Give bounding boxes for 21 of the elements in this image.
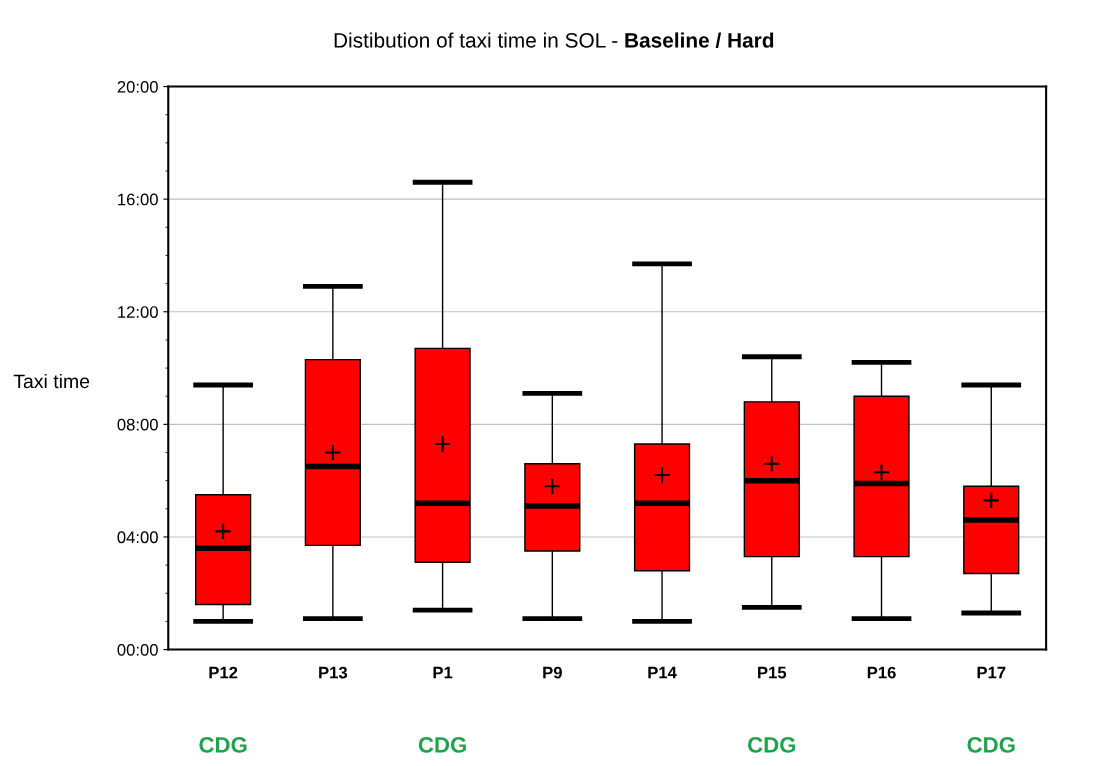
y-tick-label: 12:00 [118,306,158,318]
x-tick-label: P9 [543,666,562,679]
x-tick-label: P12 [209,666,238,679]
text: CDG [748,737,796,753]
y-tick-label: 00:00 [117,643,158,656]
text: CDG [199,737,247,753]
chart-subtitle: Baseline / Hard [625,32,774,48]
y-tick-label: 08:00 [117,418,158,431]
y-tick-label: 20:00 [117,80,158,93]
text: CDG [967,737,1015,753]
y-tick-label: 04:00 [117,531,158,544]
x-tick-label: P13 [319,666,348,679]
x-tick-label: P15 [758,666,787,679]
chart-title: Distibution of taxi time in SOL - [334,32,618,48]
x-tick-label: P17 [977,666,1006,679]
text: CDG [418,737,466,753]
y-tick-label: 16:00 [118,193,158,206]
y-axis-title: Taxi time [13,373,90,389]
x-tick-label: P16 [867,666,896,679]
x-tick-label: P1 [433,666,453,679]
x-tick-label: P14 [648,666,677,679]
